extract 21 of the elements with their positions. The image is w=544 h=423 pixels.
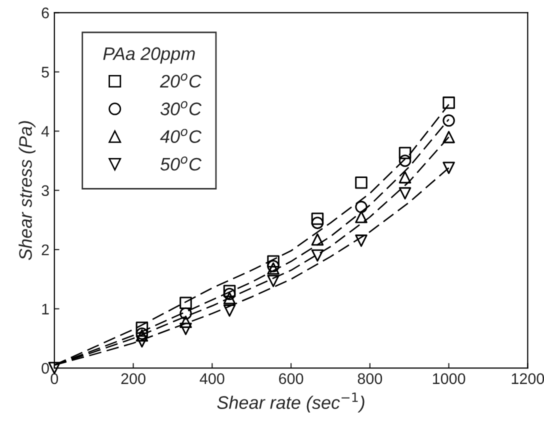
legend-label: 40$^{o}$C [160,128,202,143]
y-tick-label: 5 [42,66,49,78]
legend-label: 20$^{o}$C [160,73,202,88]
legend-label: 50$^{o}$C [160,156,202,171]
x-tick-label: 1000 [432,373,466,384]
x-tick-label: 200 [121,373,146,384]
y-tick-label: 3 [42,185,49,196]
x-tick-label: 600 [279,373,304,384]
y-tick-label: 4 [41,126,50,137]
legend-title: PAa 20ppm [103,47,195,64]
y-tick-label: 2 [42,244,49,256]
x-tick-label: 800 [358,373,382,384]
y-tick-label: 0 [42,362,49,374]
y-axis-title: Shear stress (Pa) [18,121,36,260]
x-tick-label: 400 [200,373,224,384]
x-axis-title: Shear rate (sec$^{−1}$) [217,392,364,413]
x-tick-label: 0 [50,373,58,384]
y-tick-label: 1 [42,304,49,314]
x-tick-label: 1200 [512,373,544,384]
legend-label: 30$^{o}$C [160,101,202,116]
y-tick-label: 6 [42,8,49,18]
